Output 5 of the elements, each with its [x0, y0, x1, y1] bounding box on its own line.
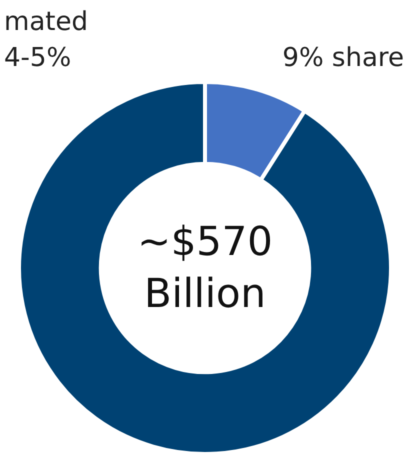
text: ~$570 [137, 218, 273, 267]
text: 9% share [282, 42, 404, 75]
text: Billion [144, 270, 266, 319]
text: 4-5% [4, 42, 72, 75]
text: mated [4, 6, 88, 39]
